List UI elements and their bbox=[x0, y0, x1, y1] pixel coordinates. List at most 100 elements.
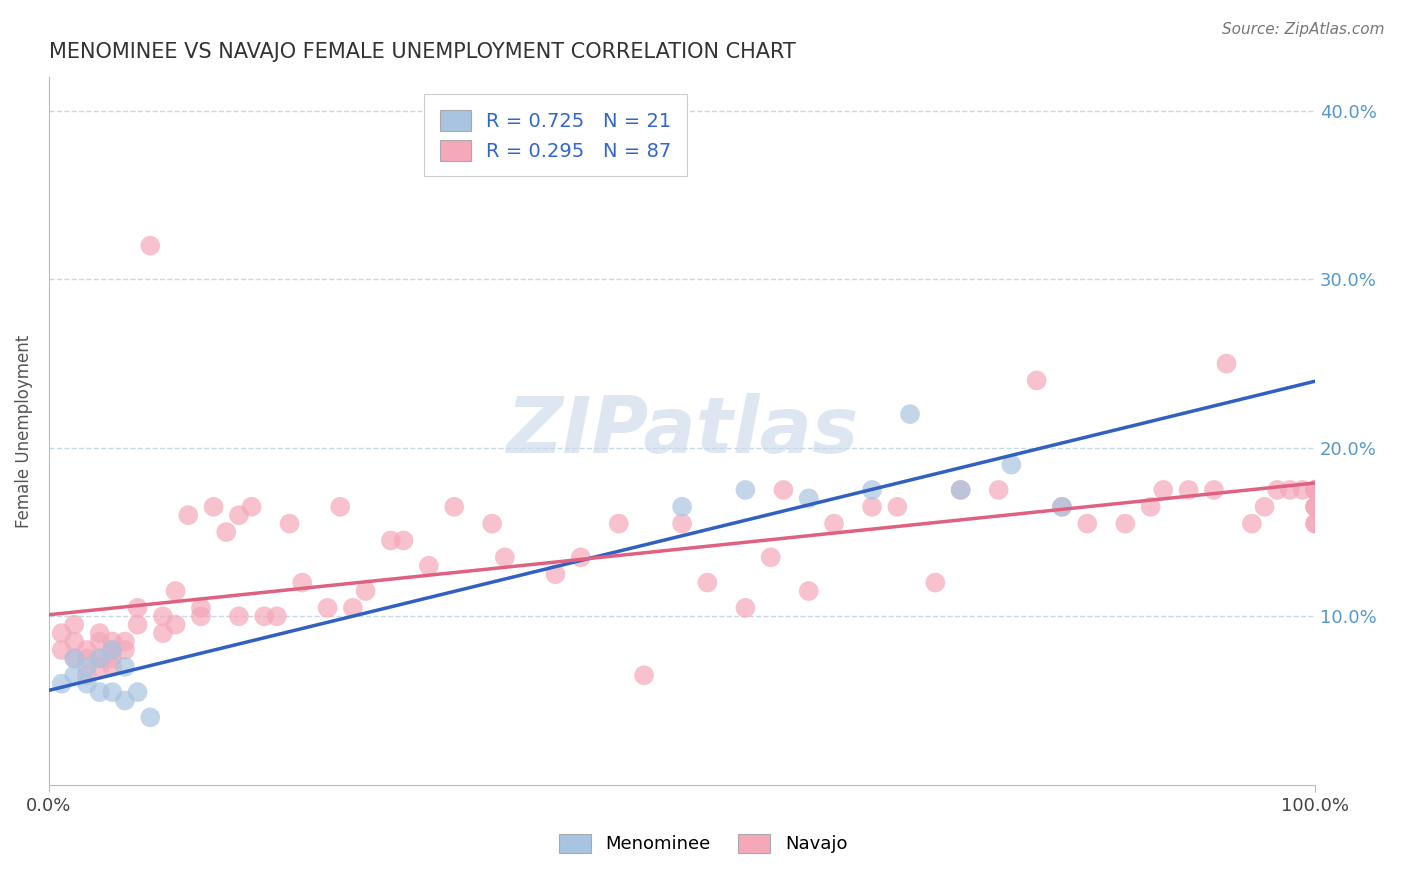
Point bbox=[89, 634, 111, 648]
Point bbox=[1303, 483, 1326, 497]
Point bbox=[734, 483, 756, 497]
Point bbox=[1303, 500, 1326, 514]
Text: Source: ZipAtlas.com: Source: ZipAtlas.com bbox=[1222, 22, 1385, 37]
Point bbox=[342, 600, 364, 615]
Point bbox=[759, 550, 782, 565]
Point bbox=[671, 516, 693, 531]
Point bbox=[278, 516, 301, 531]
Point bbox=[392, 533, 415, 548]
Point bbox=[544, 567, 567, 582]
Point bbox=[860, 483, 883, 497]
Point bbox=[797, 584, 820, 599]
Point bbox=[165, 617, 187, 632]
Point bbox=[114, 634, 136, 648]
Point bbox=[481, 516, 503, 531]
Point bbox=[215, 524, 238, 539]
Point bbox=[101, 643, 124, 657]
Point bbox=[63, 651, 86, 665]
Point bbox=[1303, 500, 1326, 514]
Point bbox=[190, 609, 212, 624]
Point bbox=[1000, 458, 1022, 472]
Point bbox=[1303, 483, 1326, 497]
Text: ZIPatlas: ZIPatlas bbox=[506, 393, 858, 469]
Y-axis label: Female Unemployment: Female Unemployment bbox=[15, 334, 32, 527]
Point bbox=[1303, 500, 1326, 514]
Point bbox=[1303, 483, 1326, 497]
Point bbox=[63, 668, 86, 682]
Point bbox=[266, 609, 288, 624]
Point bbox=[797, 491, 820, 506]
Point bbox=[165, 584, 187, 599]
Point bbox=[63, 634, 86, 648]
Point bbox=[772, 483, 794, 497]
Point bbox=[443, 500, 465, 514]
Point bbox=[1025, 374, 1047, 388]
Point bbox=[228, 609, 250, 624]
Point bbox=[1177, 483, 1199, 497]
Point bbox=[1152, 483, 1174, 497]
Point bbox=[51, 626, 73, 640]
Point bbox=[76, 651, 98, 665]
Point bbox=[63, 617, 86, 632]
Point bbox=[1303, 483, 1326, 497]
Point bbox=[1278, 483, 1301, 497]
Point bbox=[380, 533, 402, 548]
Point bbox=[734, 600, 756, 615]
Point bbox=[860, 500, 883, 514]
Point bbox=[418, 558, 440, 573]
Point bbox=[114, 660, 136, 674]
Point bbox=[1303, 516, 1326, 531]
Point bbox=[177, 508, 200, 523]
Point bbox=[76, 668, 98, 682]
Point bbox=[1291, 483, 1313, 497]
Point bbox=[89, 626, 111, 640]
Point bbox=[152, 609, 174, 624]
Point bbox=[127, 600, 149, 615]
Point bbox=[1202, 483, 1225, 497]
Point bbox=[202, 500, 225, 514]
Point bbox=[671, 500, 693, 514]
Point bbox=[152, 626, 174, 640]
Point bbox=[89, 651, 111, 665]
Point bbox=[76, 660, 98, 674]
Point bbox=[1076, 516, 1098, 531]
Point bbox=[228, 508, 250, 523]
Point bbox=[949, 483, 972, 497]
Point bbox=[291, 575, 314, 590]
Point bbox=[101, 685, 124, 699]
Point bbox=[89, 651, 111, 665]
Point bbox=[51, 643, 73, 657]
Point bbox=[63, 651, 86, 665]
Point bbox=[329, 500, 352, 514]
Point bbox=[898, 407, 921, 421]
Point bbox=[1050, 500, 1073, 514]
Point bbox=[823, 516, 845, 531]
Point bbox=[1240, 516, 1263, 531]
Point bbox=[607, 516, 630, 531]
Text: MENOMINEE VS NAVAJO FEMALE UNEMPLOYMENT CORRELATION CHART: MENOMINEE VS NAVAJO FEMALE UNEMPLOYMENT … bbox=[49, 42, 796, 62]
Point bbox=[89, 685, 111, 699]
Point bbox=[316, 600, 339, 615]
Point bbox=[633, 668, 655, 682]
Point bbox=[1139, 500, 1161, 514]
Point bbox=[354, 584, 377, 599]
Point bbox=[76, 643, 98, 657]
Point bbox=[1215, 357, 1237, 371]
Point bbox=[139, 238, 162, 252]
Point bbox=[101, 660, 124, 674]
Point bbox=[114, 693, 136, 707]
Point bbox=[1114, 516, 1136, 531]
Point bbox=[1253, 500, 1275, 514]
Point bbox=[127, 617, 149, 632]
Point bbox=[101, 651, 124, 665]
Point bbox=[569, 550, 592, 565]
Point bbox=[139, 710, 162, 724]
Point bbox=[949, 483, 972, 497]
Point bbox=[127, 685, 149, 699]
Point bbox=[987, 483, 1010, 497]
Point bbox=[886, 500, 908, 514]
Point bbox=[190, 600, 212, 615]
Point bbox=[240, 500, 263, 514]
Legend: R = 0.725   N = 21, R = 0.295   N = 87: R = 0.725 N = 21, R = 0.295 N = 87 bbox=[425, 94, 688, 177]
Point bbox=[114, 643, 136, 657]
